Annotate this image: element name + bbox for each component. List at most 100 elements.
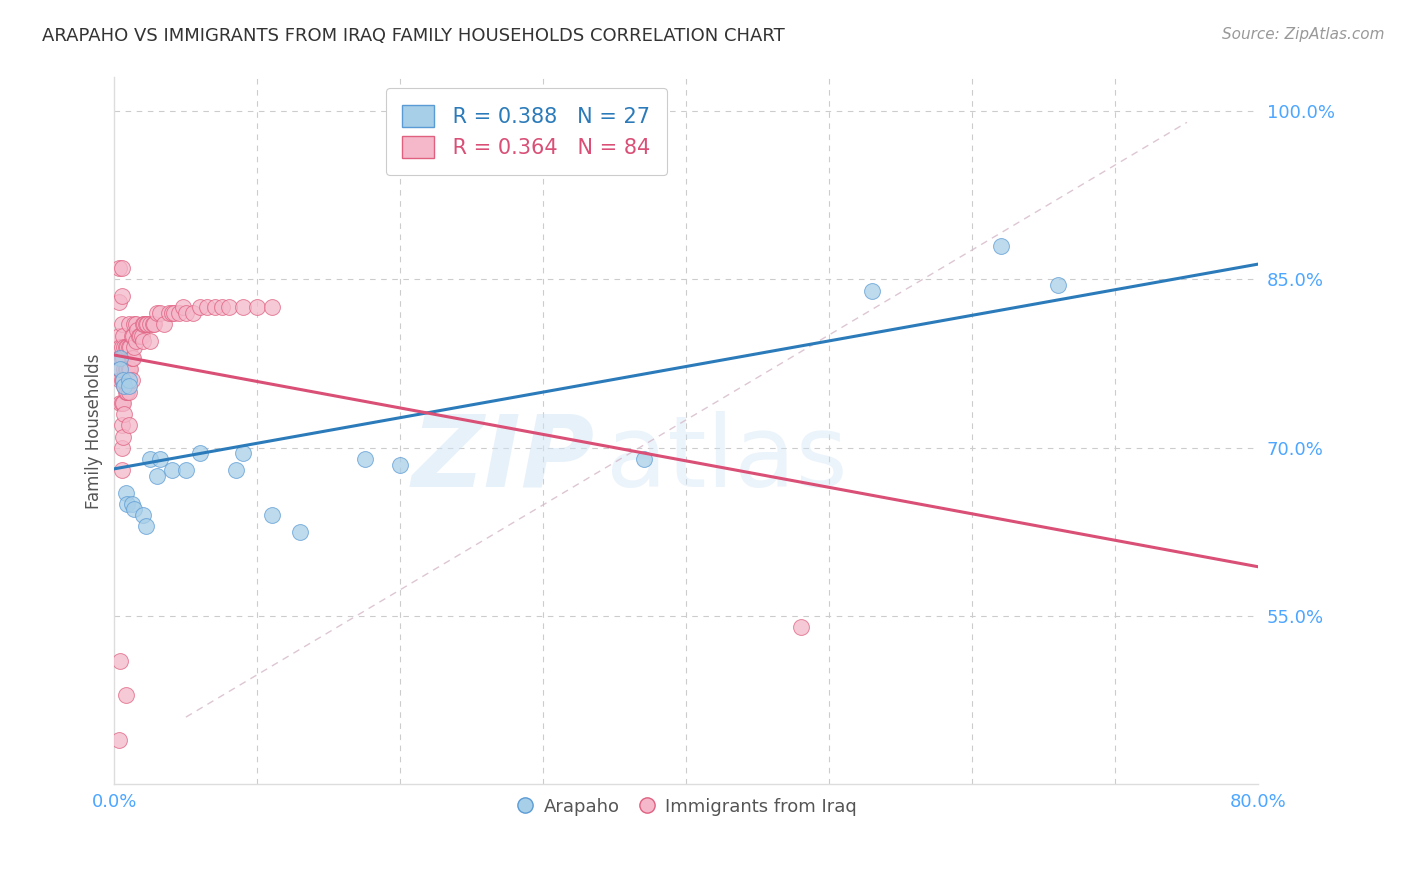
Point: [115, 384, 138, 399]
Point: [389, 458, 412, 472]
Point: [188, 301, 211, 315]
Text: Source: ZipAtlas.com: Source: ZipAtlas.com: [1222, 27, 1385, 42]
Point: [118, 318, 141, 332]
Point: [121, 328, 143, 343]
Point: [1047, 278, 1070, 293]
Point: [246, 301, 269, 315]
Point: [135, 519, 157, 533]
Point: [108, 373, 131, 387]
Point: [160, 463, 183, 477]
Point: [153, 318, 176, 332]
Point: [110, 463, 132, 477]
Point: [142, 318, 165, 332]
Point: [188, 446, 211, 460]
Point: [136, 318, 159, 332]
Point: [112, 362, 135, 376]
Point: [110, 318, 132, 332]
Point: [120, 340, 142, 354]
Point: [111, 429, 134, 443]
Point: [127, 323, 149, 337]
Point: [125, 318, 148, 332]
Point: [633, 452, 655, 467]
Point: [139, 318, 162, 332]
Point: [110, 396, 132, 410]
Point: [107, 328, 129, 343]
Point: [122, 351, 145, 365]
Point: [118, 379, 141, 393]
Point: [146, 468, 169, 483]
Text: ARAPAHO VS IMMIGRANTS FROM IRAQ FAMILY HOUSEHOLDS CORRELATION CHART: ARAPAHO VS IMMIGRANTS FROM IRAQ FAMILY H…: [42, 27, 785, 45]
Point: [121, 351, 143, 365]
Point: [108, 340, 131, 354]
Point: [118, 384, 141, 399]
Point: [108, 362, 131, 376]
Point: [790, 620, 813, 634]
Point: [134, 318, 156, 332]
Point: [129, 328, 152, 343]
Point: [157, 306, 180, 320]
Point: [108, 351, 131, 365]
Text: atlas: atlas: [606, 410, 848, 508]
Point: [128, 328, 150, 343]
Point: [115, 688, 138, 702]
Point: [111, 373, 134, 387]
Point: [149, 452, 172, 467]
Point: [139, 334, 162, 348]
Y-axis label: Family Households: Family Households: [86, 353, 103, 508]
Point: [174, 463, 197, 477]
Point: [112, 379, 135, 393]
Point: [225, 463, 247, 477]
Point: [260, 508, 283, 522]
Point: [118, 418, 141, 433]
Point: [117, 362, 139, 376]
Point: [118, 373, 141, 387]
Point: [174, 306, 197, 320]
Point: [139, 452, 162, 467]
Point: [195, 301, 218, 315]
Point: [108, 396, 131, 410]
Point: [160, 306, 183, 320]
Point: [218, 301, 240, 315]
Point: [110, 418, 132, 433]
Point: [146, 306, 169, 320]
Point: [860, 284, 883, 298]
Point: [232, 301, 254, 315]
Point: [115, 340, 138, 354]
Point: [122, 328, 145, 343]
Point: [124, 318, 146, 332]
Point: [110, 351, 132, 365]
Point: [172, 301, 194, 315]
Point: [132, 334, 155, 348]
Point: [110, 441, 132, 455]
Point: [117, 384, 139, 399]
Point: [143, 318, 166, 332]
Point: [135, 318, 157, 332]
Point: [117, 497, 139, 511]
Point: [108, 654, 131, 668]
Point: [121, 373, 143, 387]
Point: [121, 497, 143, 511]
Point: [112, 340, 135, 354]
Point: [111, 351, 134, 365]
Point: [120, 362, 142, 376]
Point: [112, 379, 135, 393]
Point: [110, 373, 132, 387]
Point: [115, 362, 138, 376]
Point: [112, 407, 135, 421]
Point: [131, 328, 153, 343]
Point: [107, 294, 129, 309]
Point: [132, 508, 155, 522]
Point: [110, 289, 132, 303]
Point: [353, 452, 375, 467]
Point: [232, 446, 254, 460]
Point: [110, 340, 132, 354]
Point: [125, 334, 148, 348]
Point: [111, 373, 134, 387]
Text: ZIP: ZIP: [412, 410, 595, 508]
Point: [990, 239, 1012, 253]
Point: [107, 261, 129, 276]
Point: [115, 485, 138, 500]
Point: [108, 351, 131, 365]
Point: [111, 396, 134, 410]
Point: [260, 301, 283, 315]
